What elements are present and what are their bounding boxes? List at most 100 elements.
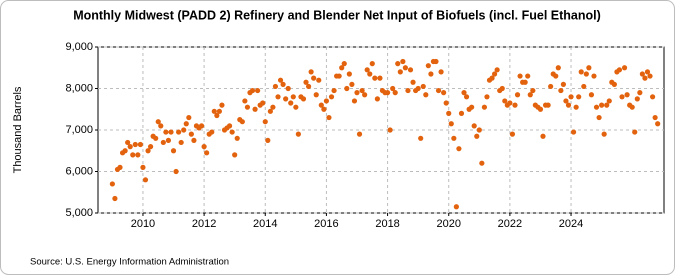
data-point bbox=[545, 102, 551, 108]
data-point bbox=[270, 104, 276, 110]
data-point bbox=[481, 104, 488, 110]
data-point bbox=[362, 92, 368, 98]
data-point bbox=[448, 121, 454, 127]
data-point bbox=[137, 141, 144, 148]
data-point bbox=[573, 104, 579, 110]
data-point bbox=[433, 58, 439, 65]
data-point bbox=[632, 129, 638, 135]
data-point bbox=[476, 127, 482, 133]
data-point bbox=[494, 67, 500, 73]
data-point bbox=[423, 92, 429, 98]
data-point bbox=[649, 94, 656, 100]
data-point bbox=[346, 71, 352, 77]
data-point bbox=[293, 104, 299, 110]
data-point bbox=[415, 85, 421, 92]
data-point bbox=[321, 106, 327, 112]
data-point bbox=[499, 85, 505, 92]
data-point bbox=[132, 141, 138, 148]
data-point bbox=[420, 83, 426, 90]
data-point bbox=[474, 133, 480, 139]
data-point bbox=[642, 75, 648, 81]
data-point bbox=[209, 129, 215, 135]
data-point bbox=[392, 90, 398, 96]
data-point bbox=[198, 123, 205, 129]
data-point bbox=[242, 98, 248, 104]
data-point bbox=[410, 79, 416, 85]
data-point bbox=[339, 65, 345, 71]
data-point bbox=[147, 144, 154, 150]
y-axis-label: Thousand Barrels bbox=[12, 86, 24, 173]
x-tick-label: 2014 bbox=[253, 218, 277, 230]
data-point bbox=[491, 71, 498, 77]
data-point bbox=[283, 96, 289, 102]
data-point bbox=[527, 92, 533, 98]
data-point bbox=[611, 81, 617, 87]
data-point bbox=[244, 104, 251, 110]
data-point bbox=[351, 98, 358, 104]
data-point bbox=[514, 92, 521, 98]
x-tick-label: 2024 bbox=[559, 218, 583, 230]
source-note: Source: U.S. Energy Information Administ… bbox=[30, 257, 229, 268]
y-tick-label: 7,000 bbox=[65, 124, 93, 136]
data-point bbox=[484, 94, 490, 100]
data-point bbox=[647, 73, 653, 79]
data-point bbox=[637, 90, 643, 96]
data-point bbox=[469, 104, 475, 110]
data-point bbox=[216, 108, 222, 114]
data-point bbox=[405, 87, 411, 94]
data-point bbox=[629, 104, 635, 110]
data-point bbox=[463, 94, 470, 100]
data-point bbox=[581, 83, 587, 90]
data-point bbox=[530, 87, 536, 94]
data-point bbox=[425, 63, 431, 69]
data-point bbox=[165, 137, 172, 143]
data-point bbox=[186, 114, 192, 121]
data-point bbox=[522, 79, 528, 85]
data-point bbox=[163, 129, 169, 135]
data-point bbox=[570, 129, 577, 135]
data-point bbox=[568, 94, 574, 100]
data-point bbox=[451, 135, 457, 141]
data-point bbox=[313, 92, 319, 98]
data-point bbox=[588, 92, 595, 98]
data-point bbox=[387, 127, 393, 133]
data-point bbox=[125, 139, 131, 146]
data-point bbox=[130, 152, 136, 158]
data-point bbox=[232, 152, 238, 158]
data-point bbox=[443, 100, 449, 106]
data-point bbox=[226, 123, 233, 129]
data-point bbox=[548, 83, 554, 90]
data-point bbox=[188, 131, 194, 137]
data-point bbox=[341, 61, 347, 67]
data-point bbox=[644, 69, 651, 75]
data-point bbox=[285, 85, 291, 92]
x-tick-label: 2022 bbox=[498, 218, 522, 230]
data-point bbox=[461, 90, 467, 96]
data-point bbox=[402, 65, 409, 71]
data-point bbox=[606, 98, 612, 104]
data-point bbox=[255, 87, 261, 94]
data-point bbox=[318, 102, 324, 108]
data-point bbox=[160, 139, 166, 146]
y-tick-label: 5,000 bbox=[65, 207, 93, 219]
data-point bbox=[655, 121, 661, 127]
data-point bbox=[252, 106, 258, 112]
data-point bbox=[219, 102, 225, 108]
data-point bbox=[558, 87, 564, 94]
y-tick-label: 6,000 bbox=[65, 165, 93, 177]
data-point bbox=[586, 65, 592, 71]
data-point bbox=[604, 102, 610, 108]
data-point bbox=[621, 65, 628, 71]
data-point bbox=[596, 114, 602, 121]
data-point bbox=[591, 73, 597, 79]
data-point bbox=[372, 75, 378, 81]
data-point bbox=[311, 75, 317, 81]
data-point bbox=[303, 79, 309, 85]
data-point bbox=[428, 71, 434, 77]
chart-title: Monthly Midwest (PADD 2) Refinery and Bl… bbox=[73, 8, 601, 22]
data-point bbox=[305, 83, 312, 90]
data-point bbox=[390, 85, 396, 92]
data-point bbox=[265, 137, 271, 143]
data-point bbox=[295, 131, 301, 137]
